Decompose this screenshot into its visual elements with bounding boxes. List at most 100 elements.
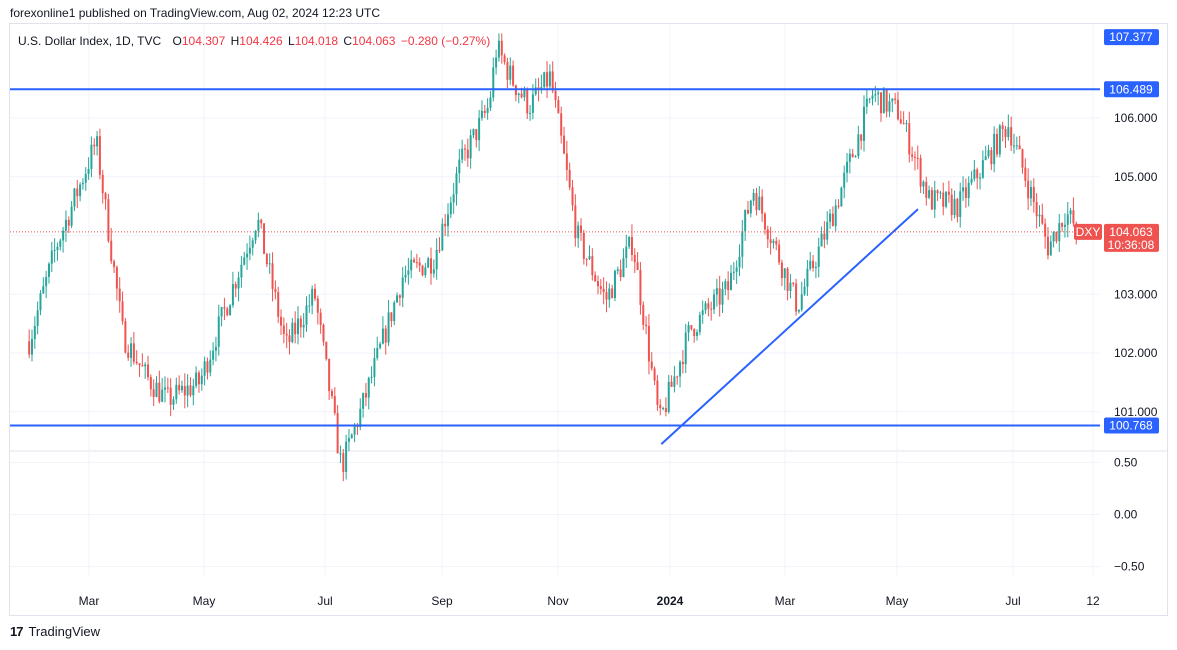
candle-body	[62, 230, 65, 241]
candle-body	[149, 377, 152, 390]
candle-body	[234, 284, 237, 289]
price-axis: 101.000102.000103.000104.000105.000106.0…	[1114, 111, 1158, 574]
candle-body	[305, 305, 308, 325]
candle-body	[59, 240, 62, 247]
candle-body	[466, 149, 469, 159]
candle-body	[277, 292, 280, 317]
candle-body	[1018, 145, 1021, 150]
candle-body	[605, 292, 608, 300]
trendline	[660, 208, 919, 445]
candle-body	[834, 205, 837, 227]
candle-body	[180, 386, 183, 391]
candle-body	[529, 112, 532, 114]
candle-body	[101, 174, 104, 194]
candle-body	[152, 389, 155, 397]
candle-body	[662, 408, 665, 410]
candle-body	[735, 267, 738, 272]
candle-body	[356, 425, 359, 428]
candle-body	[342, 453, 345, 472]
price-tick-label: 101.000	[1114, 405, 1158, 419]
candle-body	[854, 156, 857, 158]
candle-body	[158, 382, 161, 402]
candle-body	[947, 191, 950, 195]
candle-body	[297, 318, 300, 335]
candle-body	[843, 172, 846, 188]
candle-body	[970, 178, 973, 183]
candle-body	[104, 193, 107, 200]
time-tick-label: 2024	[657, 594, 684, 608]
candle-body	[656, 380, 659, 405]
candle-body	[633, 254, 636, 263]
candle-body	[163, 387, 166, 390]
candle-body	[891, 98, 894, 102]
candle-body	[664, 408, 667, 412]
candle-body	[885, 89, 888, 112]
candle-body	[687, 325, 690, 333]
candle-body	[325, 341, 328, 359]
candle-body	[874, 94, 877, 96]
candle-body	[384, 328, 387, 343]
candle-body	[732, 271, 735, 273]
candle-body	[274, 288, 277, 293]
price-tag-label: 100.768	[1109, 418, 1153, 432]
candle-body	[526, 90, 529, 114]
candle-body	[758, 196, 761, 210]
candle-body	[492, 67, 495, 98]
legend-close-label: C	[343, 34, 353, 48]
candle-body	[424, 267, 427, 276]
price-tag-label: 106.489	[1109, 82, 1153, 96]
candle-body	[73, 188, 76, 207]
candle-body	[387, 312, 390, 343]
candle-body	[1029, 187, 1032, 199]
indicator-tick-label: −0.50	[1114, 560, 1145, 574]
candle-body	[713, 294, 716, 310]
candle-body	[707, 303, 710, 309]
price-tick-label: 106.000	[1114, 111, 1158, 125]
candle-body	[868, 98, 871, 100]
candle-body	[50, 250, 53, 264]
candle-body	[718, 288, 721, 305]
candle-body	[792, 282, 795, 284]
candle-body	[676, 376, 679, 378]
candle-body	[879, 92, 882, 114]
candle-body	[130, 343, 133, 358]
candle-body	[45, 276, 48, 287]
candle-body	[976, 169, 979, 179]
candle-body	[319, 312, 322, 325]
price-tag-box	[1104, 81, 1159, 98]
candle-body	[942, 192, 945, 207]
candle-body	[110, 240, 113, 262]
candle-body	[761, 196, 764, 214]
candle-body	[987, 149, 990, 157]
candle-body	[333, 396, 336, 414]
candle-body	[738, 256, 741, 268]
candle-body	[172, 399, 175, 405]
candle-body	[670, 381, 673, 387]
candle-body	[809, 260, 812, 269]
candle-body	[53, 249, 56, 251]
candle-body	[345, 441, 348, 472]
candle-body	[396, 295, 399, 303]
candle-body	[186, 385, 189, 396]
candle-body	[820, 233, 823, 247]
candle-body	[571, 187, 574, 206]
candle-body	[616, 269, 619, 271]
candle-body	[763, 213, 766, 230]
candle-body	[339, 453, 342, 455]
candle-body	[200, 375, 203, 385]
time-tick-label: Jul	[1005, 594, 1020, 608]
candle-body	[574, 205, 577, 239]
footer[interactable]: 17 TradingView	[10, 624, 100, 639]
candle-body	[87, 169, 90, 174]
candle-body	[121, 301, 124, 322]
candle-body	[729, 272, 732, 291]
candle-body	[237, 277, 240, 289]
candle-body	[990, 149, 993, 165]
legend-change: −0.280 (−0.27%)	[400, 34, 491, 48]
candle-body	[829, 213, 832, 222]
candle-body	[308, 305, 311, 307]
candle-body	[248, 247, 251, 254]
candle-body	[585, 258, 588, 260]
candle-body	[755, 192, 758, 210]
